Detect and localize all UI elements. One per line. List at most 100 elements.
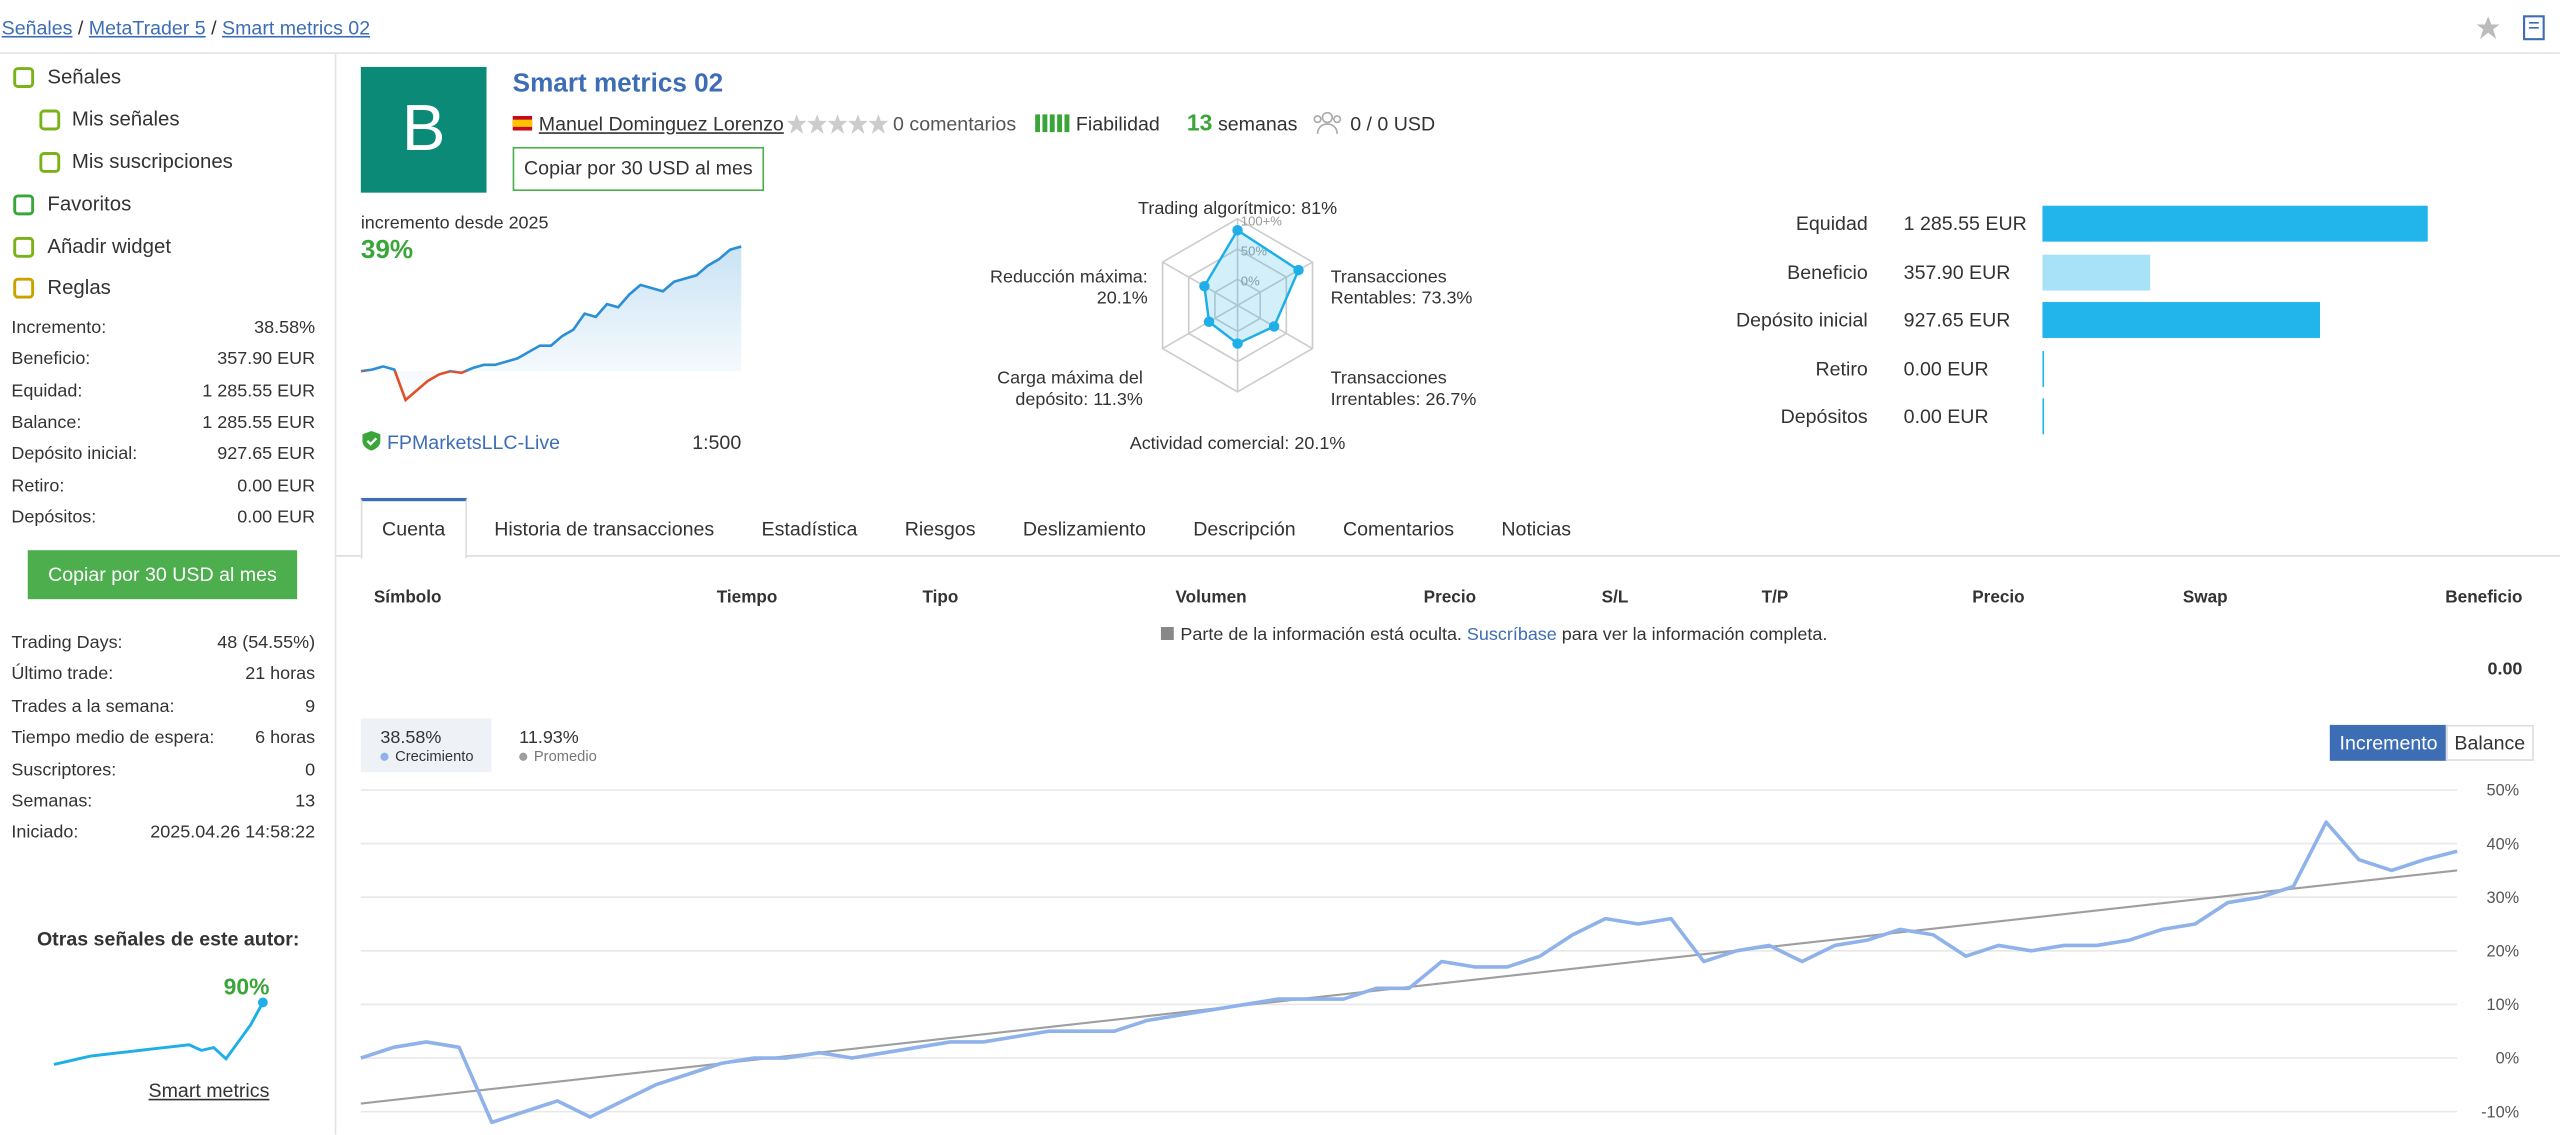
other-signal-line (53, 1001, 265, 1066)
other-signal-end (257, 997, 268, 1008)
menu-icon (13, 67, 35, 88)
stat-value: 21 horas (245, 665, 316, 685)
menu-icon-frame (13, 67, 35, 88)
radar-tick-label: 100+% (1241, 213, 1282, 228)
flag-icon (512, 115, 533, 131)
stat-row: Trades a la semana: 9 (11, 697, 315, 726)
tab[interactable]: Noticias (1501, 517, 1572, 541)
breadcrumb-link[interactable]: Señales (1, 16, 73, 40)
reliability-icon (1035, 114, 1070, 133)
legend-label: Promedio (533, 747, 597, 765)
copy-button[interactable]: Copiar por 30 USD al mes (27, 550, 298, 600)
subscribers-icon (1313, 111, 1342, 134)
radar-axis-value: 26.7% (1425, 390, 1477, 410)
menu-icon-frame (39, 151, 61, 173)
radar-axis-value: 20.1% (1294, 434, 1346, 454)
weeks-label: semanas (1217, 112, 1298, 136)
stat-label: Balance: (11, 412, 82, 433)
y-tick-label: 20% (2487, 943, 2520, 961)
stat-label: Suscriptores: (11, 760, 117, 780)
breadcrumb: Señales / MetaTrader 5 / Smart metrics 0… (1, 16, 371, 40)
stat-label: Último trade: (11, 665, 114, 685)
menu-icon (39, 151, 61, 173)
tab[interactable]: Cuenta (360, 497, 467, 559)
bookmark-icon[interactable] (2522, 15, 2545, 41)
y-tick-label: 10% (2487, 996, 2520, 1014)
radar-axis-name: Transacciones Rentables: (1330, 267, 1447, 309)
legend-item[interactable]: 38.58% Crecimiento (360, 718, 492, 773)
menu-item[interactable]: Reglas (47, 275, 111, 299)
stat-row: Trading Days: 48 (54.55%) (11, 633, 315, 662)
stat-row: Tiempo medio de espera: 6 horas (11, 728, 315, 757)
tab[interactable]: Descripción (1193, 517, 1296, 541)
y-tick-label: 50% (2487, 782, 2520, 800)
mini-chart-value: 39% (360, 236, 414, 265)
other-signal-link[interactable]: Smart metrics (148, 1079, 270, 1103)
stat-row: Retiro: 0.00 EUR (11, 476, 315, 505)
column-header: T/P (1761, 587, 1789, 608)
radar-axis-value: 11.3% (1093, 390, 1143, 410)
bar-category: Retiro (1815, 356, 1868, 380)
mini-chart (360, 245, 742, 403)
bar-value-label: 927.65 EUR (1903, 308, 2011, 332)
menu-item[interactable]: Señales (47, 65, 122, 89)
note-text: para ver la información completa. (1561, 625, 1828, 645)
radar-axis-value: 20.1% (1096, 288, 1148, 309)
radar-point (1293, 264, 1304, 276)
breadcrumb-link[interactable]: Smart metrics 02 (222, 16, 371, 40)
stat-value: 6 horas (255, 728, 316, 749)
toggle-button[interactable]: Balance (2445, 724, 2534, 761)
radar-axis-value: 81% (1301, 199, 1338, 219)
stat-label: Depósito inicial: (11, 444, 138, 464)
stat-value: 2025.04.26 14:58:22 (150, 823, 316, 844)
tab[interactable]: Comentarios (1342, 517, 1455, 541)
menu-item[interactable]: Añadir widget (47, 235, 172, 258)
copy-button[interactable]: Copiar por 30 USD al mes (512, 146, 765, 192)
stat-row: Semanas: 13 (11, 792, 315, 821)
bar-value-label: 0.00 EUR (1903, 404, 1989, 428)
author-link[interactable]: Manuel Dominguez Lorenzo (538, 112, 784, 136)
stat-label: Equidad: (11, 381, 83, 401)
legend-dot (380, 752, 389, 762)
menu-item[interactable]: Mis señales (71, 107, 180, 131)
toggle-button[interactable]: Incremento (2329, 724, 2448, 761)
sidebar (0, 53, 337, 1135)
radar-axis-value: 73.3% (1421, 288, 1473, 309)
stat-label: Trading Days: (11, 633, 123, 654)
note-text: Parte de la información está oculta. (1180, 625, 1462, 645)
tab[interactable]: Riesgos (904, 517, 976, 541)
menu-item[interactable]: Mis suscripciones (71, 150, 233, 174)
tab[interactable]: Deslizamiento (1022, 517, 1146, 541)
column-header: Precio (1972, 587, 2025, 608)
note-link[interactable]: Suscríbase (1466, 625, 1557, 645)
column-header: Tiempo (716, 587, 778, 608)
bar-category: Depósito inicial (1735, 308, 1868, 332)
broker-link[interactable]: FPMarketsLLC-Live (386, 431, 561, 454)
weeks-count: 13 (1186, 109, 1213, 136)
bar (2042, 302, 2321, 338)
stat-label: Retiro: (11, 475, 65, 496)
tab[interactable]: Estadística (761, 517, 858, 541)
stat-row: Último trade: 21 horas (11, 665, 315, 694)
legend-item[interactable]: 11.93% Promedio (500, 718, 631, 772)
stat-row: Balance: 1 285.55 EUR (11, 413, 315, 442)
radar-axis-name: Transacciones Irrentables: (1330, 368, 1447, 410)
avatar: B (360, 66, 487, 193)
y-tick-label: 40% (2487, 835, 2520, 853)
tab[interactable]: Historia de transacciones (494, 517, 715, 541)
stat-row: Equidad: 1 285.55 EUR (11, 381, 315, 410)
stat-value: 48 (54.55%) (217, 633, 316, 654)
star-icon[interactable] (2476, 16, 2500, 40)
bar (2042, 253, 2150, 290)
subscribers-value: 0 / 0 USD (1350, 112, 1436, 136)
stat-value: 38.58% (254, 318, 316, 338)
menu-icon-frame (13, 236, 35, 258)
breadcrumb-link[interactable]: MetaTrader 5 (88, 16, 206, 40)
menu-item[interactable]: Favoritos (47, 192, 132, 216)
stat-value: 357.90 EUR (217, 349, 316, 370)
y-tick-label: 0% (2496, 1050, 2520, 1068)
bar-value-label: 357.90 EUR (1903, 260, 2011, 284)
column-header: Swap (2182, 587, 2228, 608)
table-note: Parte de la información está oculta. Sus… (1160, 625, 1828, 645)
